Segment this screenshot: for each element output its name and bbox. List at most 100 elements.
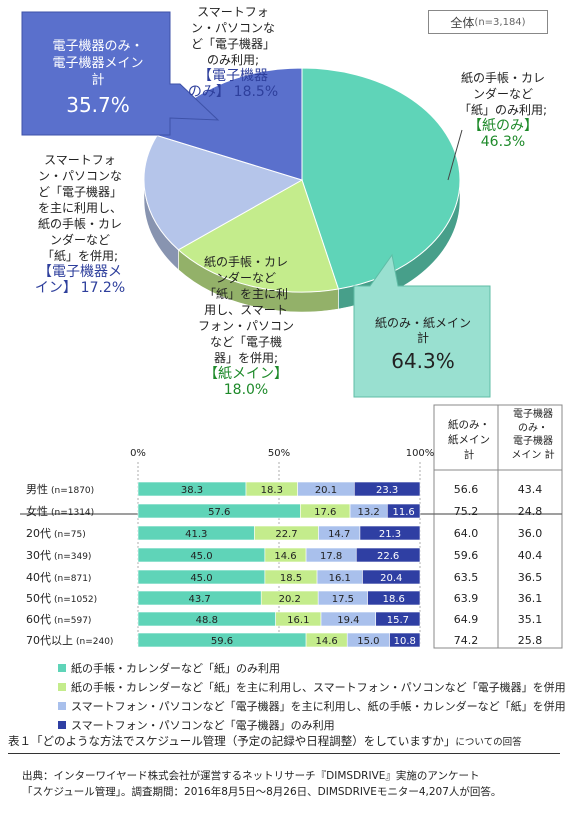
electronic-total-6: 36.1 [518,592,543,605]
legend-label-1: 紙の手帳・カレンダーなど「紙」のみ利用 [71,662,280,675]
callout-electronic [21,11,220,136]
label-paper-main-l6: など「電子機 [209,335,282,349]
label-paper-only-l3: 「紙」のみ利用; [458,103,548,117]
callout-paper-shape [353,253,491,398]
label-elec-only: スマートフォ ン・パソコンな ど「電子機器」 のみ利用; 【電子機器 のみ】 1… [178,4,288,100]
label-elec-main-pct: 17.2% [80,280,126,296]
callout-electronic-value: 35.7% [66,93,130,117]
bar-label-r6-s3: 17.5 [332,594,354,605]
legend-item-2: 紙の手帳・カレンダーなど「紙」を主に利用し、スマートフォン・パソコンなど「電子機… [58,679,566,695]
electronic-total-1: 43.4 [518,483,543,496]
bar-label-r4-s3: 17.8 [320,551,342,562]
legend-swatch-4 [58,721,66,729]
stacked-bar-chart: 0% 50% 100% 男性 (n=1870) 38.3 18.3 20.1 23.3 56.6 4… [20,404,563,649]
bar-seg-r7-s4 [375,611,421,627]
label-paper-main-l4: 用し、スマート [204,303,288,317]
axis-tick-2: 50% [268,448,290,459]
callout-electronic-line2: 電子機器メイン [52,56,144,71]
paper-total-8: 74.2 [454,634,479,647]
bar-label-r3-s2: 22.7 [275,529,297,540]
label-paper-only: 紙の手帳・カレ ンダーなど 「紙」のみ利用; 【紙のみ】 46.3% [444,70,562,150]
label-paper-main-l7: 器」を併用; [213,351,279,365]
paper-total-2: 75.2 [454,505,479,518]
bar-label-r5-s1: 45.0 [190,573,212,584]
header-paper-l2: 紙メイン [448,434,490,446]
pie-slice-3 [143,134,304,251]
paper-total-5: 63.5 [454,571,479,584]
bar-seg-r4-s4 [355,547,421,563]
header-paper-total: 紙のみ・ 紙メイン 計 [440,418,498,463]
bar-label-r7-s2: 16.1 [287,615,309,626]
label-elec-main: スマートフォ ン・パソコンな ど「電子機器」 を主に利用し、 紙の手帳・カレ ン… [24,152,136,296]
header-elec-l1: 電子機器 [513,409,553,420]
electronic-total-3: 36.0 [518,527,543,540]
label-elec-main-l6: ンダーなど [49,233,110,247]
electronic-total-7: 35.1 [518,613,543,626]
callout-paper-text: 紙のみ・紙メイン 計 64.3% [358,316,488,376]
bar-label-r5-s2: 18.5 [280,573,302,584]
bar-label-r3-s1: 41.3 [185,529,207,540]
label-paper-main-l2: ンダーなど [215,271,276,285]
bar-label-r2-s1: 57.6 [208,507,230,518]
label-elec-main-l4: を主に利用し、 [37,201,122,215]
bar-label-r1-s1: 38.3 [181,485,203,496]
bar-seg-r8-s4 [389,632,421,648]
callout-electronic-shape [21,11,220,136]
axis-tick-1: 0% [130,448,146,459]
label-paper-main: 紙の手帳・カレ ンダーなど 「紙」を主に利 用し、スマート フォン・パソコン な… [190,254,302,398]
label-elec-only-l1: スマートフォ [197,5,269,19]
bar-label-r4-s4: 22.6 [377,551,399,562]
paper-total-7: 64.9 [454,613,479,626]
callout-electronic-line1: 電子機器のみ・ [52,39,144,54]
pie-slice-2 [177,179,340,293]
label-elec-only-pct: 18.5% [233,84,279,100]
row-label-3: 20代 (n=75) [26,527,86,540]
bar-label-r2-s4: 11.6 [393,507,415,518]
header-elec-l4: メイン 計 [511,449,555,461]
paper-total-6: 63.9 [454,592,479,605]
legend-item-4-visible: スマートフォン・パソコンなど「電子機器」のみ利用 [58,717,335,733]
label-elec-only-hl2: のみ】 [187,84,230,100]
label-elec-main-hl1: 【電子機器メ [38,264,122,280]
caption: 表１「どのような方法でスケジュール管理（予定の記録や日程調整）をしていますか」に… [8,733,560,754]
label-elec-main-l3: ど「電子機器」 [37,185,122,199]
electronic-total-4: 40.4 [518,549,543,562]
legend-label-2: 紙の手帳・カレンダーなど「紙」を主に利用し、スマートフォン・パソコンなど「電子機… [71,681,566,694]
electronic-total-2: 24.8 [518,505,543,518]
bar-seg-r3-s4 [359,525,421,541]
label-elec-only-l3: ど「電子機器」 [190,37,275,51]
bar-label-r7-s4: 15.7 [387,615,409,626]
label-paper-main-l1: 紙の手帳・カレ [203,255,288,269]
row-label-6: 50代 (n=1052) [26,592,97,605]
legend-item-3: スマートフォン・パソコンなど「電子機器」を主に利用し、紙の手帳・カレンダーなど「… [58,698,566,714]
row-label-2: 女性 (n=1314) [26,504,94,518]
electronic-total-8: 25.8 [518,634,543,647]
header-elec-l3: 電子機器 [513,436,553,447]
bar-label-r8-s3: 15.0 [357,636,379,647]
bar-label-r5-s3: 16.1 [329,573,351,584]
bar-label-r4-s1: 45.0 [190,551,212,562]
row-label-4: 30代 (n=349) [26,549,91,562]
label-elec-only-l2: ン・パソコンな [190,21,275,35]
source-line2: 「スケジュール管理」。調査期間：2016年8月5日～8月26日、DIMSDRIV… [22,786,502,798]
bar-label-r3-s3: 14.7 [328,529,350,540]
row-label-5: 40代 (n=871) [26,571,91,584]
pointer-line-paper-only [447,129,463,181]
header-electronic-total: 電子機器 のみ・ 電子機器 メイン 計 [500,408,566,462]
bar-label-r5-s4: 20.4 [380,573,402,584]
label-paper-only-l1: 紙の手帳・カレ [460,71,545,85]
callout-electronic-line3: 計 [91,73,105,88]
bar-label-r6-s2: 20.2 [279,594,301,605]
paper-total-3: 64.0 [454,527,479,540]
caption-small: についての回答 [455,737,522,748]
label-paper-main-l3: 「紙」を主に利 [203,287,288,301]
caption-main: 表１「どのような方法でスケジュール管理（予定の記録や日程調整）をしていますか」 [8,734,456,748]
total-n: (n=3,184) [474,16,526,28]
bar-label-r6-s1: 43.7 [188,594,210,605]
label-elec-main-hl2: イン】 [34,280,77,296]
label-paper-only-hl: 【紙のみ】 [468,118,538,134]
header-paper-l3: 計 [463,449,475,461]
bar-seg-r5-s4 [362,569,421,585]
bar-label-r8-s1: 59.6 [211,636,233,647]
label-paper-only-l2: ンダーなど [472,87,533,101]
